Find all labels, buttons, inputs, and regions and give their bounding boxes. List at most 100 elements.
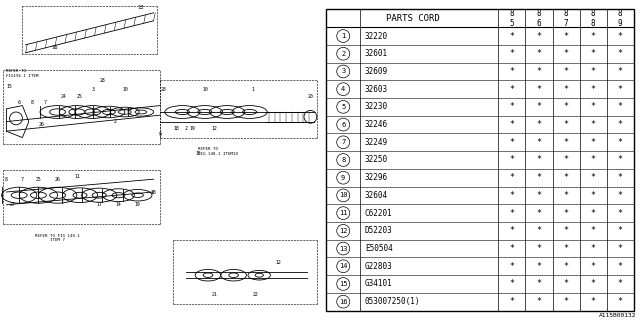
Text: 32220: 32220 xyxy=(365,32,388,41)
Text: 27: 27 xyxy=(10,202,15,207)
Text: *: * xyxy=(591,226,596,235)
Text: *: * xyxy=(536,102,541,111)
Text: *: * xyxy=(618,279,623,288)
Text: *: * xyxy=(564,138,568,147)
Text: 8
5: 8 5 xyxy=(509,9,515,28)
Text: 15: 15 xyxy=(7,84,12,89)
Text: *: * xyxy=(536,67,541,76)
Text: *: * xyxy=(591,32,596,41)
Text: 6: 6 xyxy=(341,122,346,128)
Text: *: * xyxy=(564,49,568,58)
Text: *: * xyxy=(591,173,596,182)
Text: *: * xyxy=(618,209,623,218)
Text: 6: 6 xyxy=(18,100,20,105)
Text: *: * xyxy=(618,297,623,306)
Text: *: * xyxy=(536,297,541,306)
Text: 10: 10 xyxy=(202,87,207,92)
Text: 19: 19 xyxy=(135,202,140,207)
Text: *: * xyxy=(509,279,515,288)
Text: *: * xyxy=(536,156,541,164)
Text: A115B00132: A115B00132 xyxy=(599,313,637,318)
Text: 9: 9 xyxy=(341,175,346,181)
Text: *: * xyxy=(618,262,623,271)
Text: 32296: 32296 xyxy=(365,173,388,182)
Text: *: * xyxy=(564,173,568,182)
Text: *: * xyxy=(591,279,596,288)
Text: 32604: 32604 xyxy=(365,191,388,200)
Text: *: * xyxy=(564,297,568,306)
Text: D52203: D52203 xyxy=(365,226,392,235)
Text: 2: 2 xyxy=(184,125,187,131)
Text: *: * xyxy=(509,32,515,41)
Text: *: * xyxy=(618,138,623,147)
Text: 8: 8 xyxy=(31,100,33,105)
Text: 1: 1 xyxy=(252,87,254,92)
Text: 14: 14 xyxy=(116,202,121,207)
Text: *: * xyxy=(509,297,515,306)
Text: 2: 2 xyxy=(114,119,116,124)
Text: *: * xyxy=(509,244,515,253)
Text: G22803: G22803 xyxy=(365,262,392,271)
Text: *: * xyxy=(536,262,541,271)
Text: 13: 13 xyxy=(138,4,144,10)
Text: *: * xyxy=(536,138,541,147)
Text: 32230: 32230 xyxy=(365,102,388,111)
Text: 12: 12 xyxy=(276,260,281,265)
Text: *: * xyxy=(564,209,568,218)
Text: *: * xyxy=(536,32,541,41)
Text: *: * xyxy=(536,191,541,200)
Text: *: * xyxy=(618,226,623,235)
Text: *: * xyxy=(591,244,596,253)
Text: 1: 1 xyxy=(341,33,346,39)
Text: 11: 11 xyxy=(339,210,348,216)
Text: *: * xyxy=(536,279,541,288)
Text: *: * xyxy=(564,32,568,41)
Text: REFER TO FIG 140-1
ITEM 7: REFER TO FIG 140-1 ITEM 7 xyxy=(35,234,80,242)
Text: *: * xyxy=(536,209,541,218)
Text: *: * xyxy=(591,67,596,76)
Text: *: * xyxy=(591,262,596,271)
Text: *: * xyxy=(509,49,515,58)
Text: 2: 2 xyxy=(341,51,346,57)
Text: *: * xyxy=(618,156,623,164)
Text: 7: 7 xyxy=(44,100,46,105)
Text: *: * xyxy=(564,102,568,111)
Text: 26: 26 xyxy=(55,177,60,182)
Text: 8
9: 8 9 xyxy=(618,9,623,28)
Text: *: * xyxy=(618,173,623,182)
Text: 14: 14 xyxy=(339,263,348,269)
Text: *: * xyxy=(618,244,623,253)
Text: *: * xyxy=(536,120,541,129)
Text: REFER TO
FIG 140-1 ITEM10: REFER TO FIG 140-1 ITEM10 xyxy=(198,147,239,156)
Text: 16: 16 xyxy=(339,299,348,305)
Text: *: * xyxy=(564,156,568,164)
Text: *: * xyxy=(618,191,623,200)
Text: *: * xyxy=(591,156,596,164)
Text: *: * xyxy=(509,262,515,271)
Text: *: * xyxy=(509,173,515,182)
Text: 8
8: 8 8 xyxy=(591,9,595,28)
Text: 22: 22 xyxy=(253,292,259,297)
Text: *: * xyxy=(509,102,515,111)
Text: *: * xyxy=(618,120,623,129)
Text: *: * xyxy=(564,85,568,94)
Text: *: * xyxy=(564,262,568,271)
Text: 11: 11 xyxy=(74,173,79,179)
Text: 18: 18 xyxy=(173,125,179,131)
Text: *: * xyxy=(618,67,623,76)
Text: PARTS CORD: PARTS CORD xyxy=(385,14,439,23)
Text: *: * xyxy=(591,120,596,129)
Text: 15: 15 xyxy=(196,151,201,156)
Text: 9: 9 xyxy=(159,132,161,137)
Text: 19: 19 xyxy=(189,125,195,131)
Text: *: * xyxy=(591,85,596,94)
Text: 12: 12 xyxy=(212,125,217,131)
Text: *: * xyxy=(536,173,541,182)
Text: *: * xyxy=(509,226,515,235)
Text: 10: 10 xyxy=(339,192,348,198)
Text: 15: 15 xyxy=(339,281,348,287)
Text: C62201: C62201 xyxy=(365,209,392,218)
Text: 24: 24 xyxy=(61,93,67,99)
Text: *: * xyxy=(536,226,541,235)
Text: *: * xyxy=(618,102,623,111)
